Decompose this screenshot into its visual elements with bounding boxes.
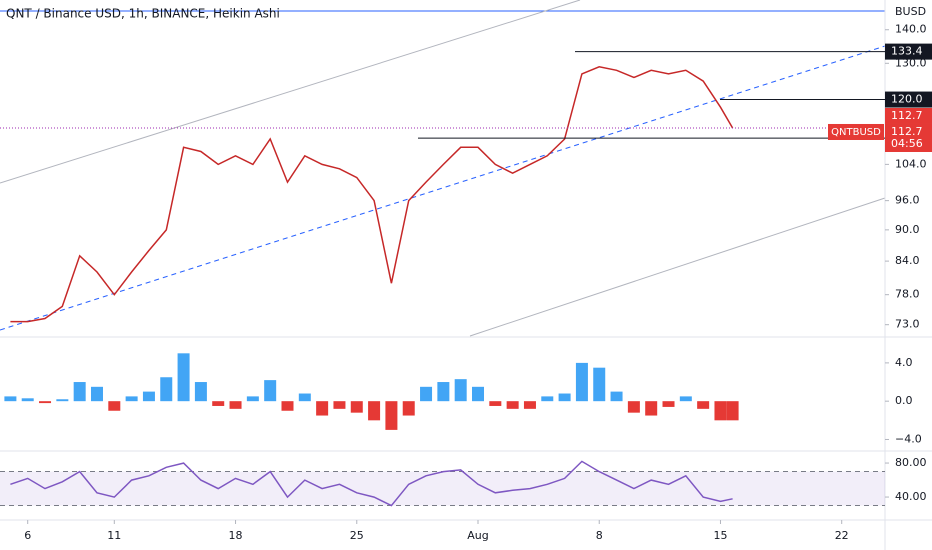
price-label-box bbox=[885, 107, 932, 124]
y-tick-label: 4.0 bbox=[895, 356, 913, 369]
histogram-bar bbox=[714, 401, 727, 421]
histogram-bar bbox=[558, 393, 571, 402]
x-tick-label: 8 bbox=[596, 529, 603, 542]
histogram-bar bbox=[21, 398, 34, 402]
trend-line bbox=[0, 45, 886, 331]
histogram-bar bbox=[90, 386, 103, 402]
x-tick-label: 15 bbox=[713, 529, 727, 542]
y-tick-label: 140.0 bbox=[895, 23, 927, 36]
y-tick-label: 104.0 bbox=[895, 157, 927, 170]
histogram-bar bbox=[610, 391, 623, 402]
histogram-bar bbox=[108, 401, 121, 411]
histogram-bar bbox=[420, 386, 433, 402]
histogram-bar bbox=[627, 401, 640, 413]
trend-line bbox=[469, 197, 886, 337]
histogram-bar bbox=[437, 382, 450, 402]
histogram-bar bbox=[350, 401, 363, 413]
rsi-line bbox=[10, 460, 733, 507]
y-tick-label: 78.0 bbox=[895, 288, 920, 301]
histogram-bar bbox=[194, 382, 207, 402]
histogram-bar bbox=[472, 386, 485, 402]
y-tick-label: 73.0 bbox=[895, 318, 920, 331]
symbol-label-box bbox=[828, 123, 884, 140]
histogram-bar bbox=[368, 401, 381, 421]
x-tick-label: 6 bbox=[24, 529, 31, 542]
histogram-bar bbox=[385, 401, 398, 430]
price-label: 112.7 bbox=[891, 125, 923, 138]
histogram-bar bbox=[298, 393, 311, 402]
y-tick-label: 84.0 bbox=[895, 254, 920, 267]
histogram-bar bbox=[506, 401, 519, 409]
histogram-bar bbox=[575, 362, 588, 402]
histogram-bar bbox=[4, 396, 17, 402]
level-label-box bbox=[885, 91, 932, 108]
histogram-bar bbox=[246, 396, 259, 402]
histogram-bar bbox=[56, 399, 69, 402]
x-tick-label: 11 bbox=[107, 529, 121, 542]
x-tick-label: 22 bbox=[835, 529, 849, 542]
histogram-bar bbox=[333, 401, 346, 409]
currency: BUSD bbox=[895, 5, 926, 18]
histogram-bar bbox=[229, 401, 242, 409]
histogram-bar bbox=[726, 401, 739, 421]
histogram-bar bbox=[39, 401, 52, 404]
histogram-bar bbox=[73, 382, 86, 402]
y-tick-label: 40.00 bbox=[895, 490, 927, 503]
price-label-box bbox=[885, 123, 932, 152]
y-tick-label: 90.0 bbox=[895, 223, 920, 236]
histogram-bar bbox=[593, 367, 606, 402]
histogram-bar bbox=[697, 401, 710, 409]
histogram-bar bbox=[454, 379, 467, 402]
countdown: 04:56 bbox=[891, 137, 923, 150]
y-tick-label: 0.0 bbox=[895, 394, 913, 407]
level-label: 133.4 bbox=[891, 45, 923, 58]
level-label-box bbox=[885, 43, 932, 60]
level-label: 120.0 bbox=[891, 93, 923, 106]
histogram-bar bbox=[402, 401, 415, 416]
histogram-bar bbox=[316, 401, 329, 416]
histogram-bar bbox=[264, 380, 277, 402]
histogram-bar bbox=[177, 353, 190, 402]
histogram-bar bbox=[489, 401, 502, 406]
y-tick-label: 80.00 bbox=[895, 456, 927, 469]
histogram-bar bbox=[645, 401, 658, 416]
histogram-bar bbox=[662, 401, 675, 407]
rsi-band bbox=[0, 471, 885, 506]
x-tick-label: 25 bbox=[350, 529, 364, 542]
histogram-bar bbox=[160, 377, 173, 402]
histogram-bar bbox=[541, 396, 554, 402]
chart-title: QNT / Binance USD, 1h, BINANCE, Heikin A… bbox=[6, 7, 280, 21]
histogram-bar bbox=[281, 401, 294, 411]
histogram-bar bbox=[125, 396, 138, 402]
histogram-bar bbox=[523, 401, 536, 409]
histogram-bar bbox=[142, 391, 155, 402]
histogram-bar bbox=[679, 396, 692, 402]
price-line bbox=[10, 66, 734, 323]
trend-line bbox=[0, 0, 581, 184]
x-tick-label: 18 bbox=[229, 529, 243, 542]
x-tick-label: Aug bbox=[467, 529, 488, 542]
y-tick-label: −4.0 bbox=[895, 432, 922, 445]
symbol-label: QNTBUSD bbox=[831, 127, 881, 138]
histogram-bar bbox=[212, 401, 225, 406]
price-label: 112.7 bbox=[891, 109, 923, 122]
y-tick-label: 96.0 bbox=[895, 194, 920, 207]
